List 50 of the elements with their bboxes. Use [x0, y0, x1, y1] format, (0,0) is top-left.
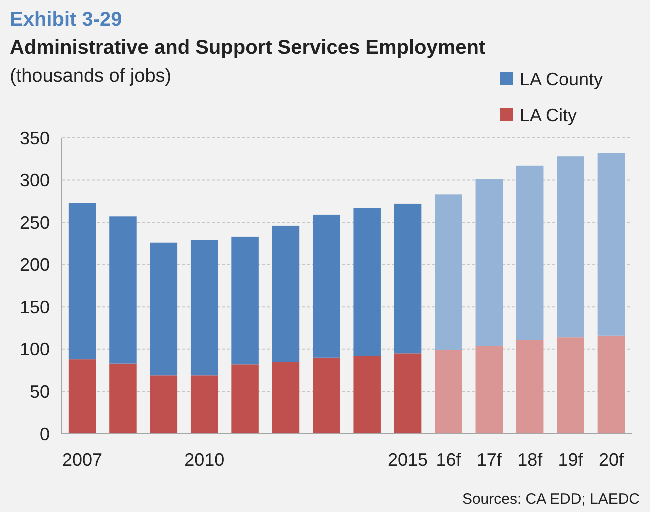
y-tick-label: 200 [20, 255, 50, 276]
y-tick-label: 250 [20, 212, 50, 233]
bar [272, 362, 300, 434]
bar [476, 346, 504, 434]
bar [435, 194, 462, 350]
x-tick-label: 2015 [388, 450, 428, 470]
bar [394, 204, 422, 354]
y-tick-label: 350 [20, 128, 50, 148]
bar [394, 354, 422, 434]
x-tick-label: 17f [476, 450, 503, 470]
chart-title: Exhibit 3-29 [10, 9, 122, 31]
y-tick-label: 50 [30, 382, 50, 402]
x-tick-label: 2007 [62, 450, 103, 470]
bar [190, 376, 218, 434]
bar [110, 364, 137, 434]
bar [435, 350, 462, 434]
x-tick-label: 20f [598, 450, 625, 470]
bar [354, 356, 381, 434]
y-axis-title: (thousands of jobs) [10, 66, 172, 87]
bar [68, 360, 96, 434]
x-tick-label: 18f [518, 450, 544, 470]
bar [68, 203, 96, 360]
bar [516, 166, 544, 340]
bar [557, 156, 584, 338]
x-tick-label: 19f [558, 450, 584, 470]
y-tick-label: 0 [40, 424, 50, 444]
legend-label: LA County [520, 69, 604, 90]
legend-label: LA City [520, 105, 578, 126]
bar [476, 179, 504, 346]
bar [150, 376, 178, 434]
bar [598, 336, 626, 434]
bar [313, 214, 340, 358]
bar [272, 226, 300, 362]
x-tick-label: 2010 [184, 450, 225, 470]
x-tick-label: 16f [436, 450, 462, 470]
bar [557, 338, 584, 434]
chart-subtitle: Administrative and Support Services Employment [10, 37, 486, 59]
bar [150, 242, 178, 376]
bar [313, 358, 340, 434]
bar [354, 208, 381, 356]
source-note: Sources: CA EDD; LAEDC [462, 491, 640, 508]
bar [516, 340, 544, 434]
bar [232, 364, 259, 434]
bar [110, 216, 137, 364]
bar [598, 153, 626, 336]
bar [190, 240, 218, 376]
y-tick-label: 100 [20, 340, 50, 360]
y-tick-label: 300 [20, 170, 50, 191]
bar [232, 236, 259, 365]
y-tick-label: 150 [20, 297, 50, 318]
